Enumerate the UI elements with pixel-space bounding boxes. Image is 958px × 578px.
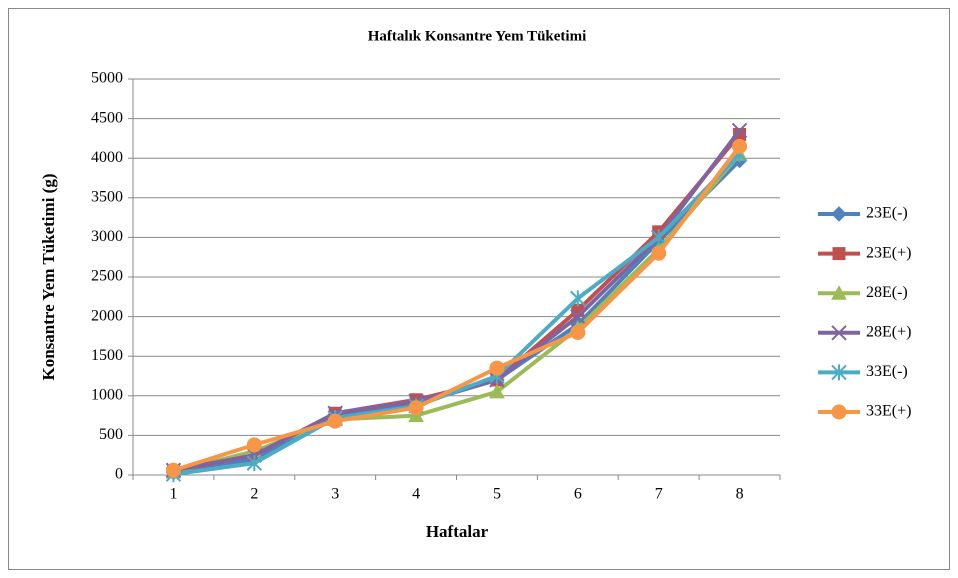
marker xyxy=(570,290,586,307)
y-tick-label: 4500 xyxy=(91,109,123,126)
x-tick-label: 3 xyxy=(331,486,339,503)
marker xyxy=(651,245,667,261)
marker xyxy=(732,138,748,154)
legend-label: 28E(+) xyxy=(866,323,911,340)
legend-label: 33E(-) xyxy=(866,363,908,380)
x-tick-label: 7 xyxy=(655,486,663,503)
x-tick-label: 2 xyxy=(250,486,258,503)
series-line xyxy=(172,145,742,473)
y-tick-label: 1500 xyxy=(91,347,123,364)
y-tick-label: 2000 xyxy=(91,307,123,324)
x-tick-label: 8 xyxy=(736,486,744,503)
legend-marker xyxy=(831,285,847,300)
legend-marker xyxy=(832,247,846,261)
legend-marker xyxy=(831,364,847,381)
y-tick-label: 3000 xyxy=(91,228,123,245)
marker xyxy=(327,413,343,429)
marker xyxy=(570,324,586,340)
chart-border xyxy=(8,8,950,570)
marker xyxy=(650,229,667,246)
marker xyxy=(731,122,748,139)
y-tick-label: 1000 xyxy=(91,386,123,403)
marker xyxy=(489,360,505,376)
y-tick-label: 5000 xyxy=(91,70,123,87)
x-axis-label: Haftalar xyxy=(426,522,489,541)
marker xyxy=(408,400,424,416)
legend-label: 23E(-) xyxy=(866,205,908,222)
series-line xyxy=(173,152,741,477)
marker xyxy=(489,383,505,399)
x-tick-label: 1 xyxy=(169,486,177,503)
legend-marker xyxy=(831,404,847,420)
y-axis-label: Konsantre Yem Tüketimi (g) xyxy=(39,174,58,381)
y-tick-label: 4000 xyxy=(91,149,123,166)
marker xyxy=(246,455,263,472)
chart-title: Haftalık Konsantre Yem Tüketimi xyxy=(368,28,586,44)
legend-label: 28E(-) xyxy=(866,284,908,301)
x-tick-label: 6 xyxy=(574,486,582,503)
legend-label: 33E(+) xyxy=(866,403,911,420)
y-tick-label: 0 xyxy=(115,466,123,483)
legend-marker xyxy=(831,206,847,222)
marker xyxy=(165,462,181,478)
marker xyxy=(246,437,262,453)
legend-marker xyxy=(831,325,847,341)
y-tick-label: 500 xyxy=(99,426,123,443)
legend-label: 23E(+) xyxy=(866,244,911,261)
y-tick-label: 2500 xyxy=(91,268,123,285)
x-tick-label: 4 xyxy=(412,486,420,503)
marker xyxy=(570,308,586,325)
y-tick-label: 3500 xyxy=(91,188,123,205)
x-tick-label: 5 xyxy=(493,486,501,503)
